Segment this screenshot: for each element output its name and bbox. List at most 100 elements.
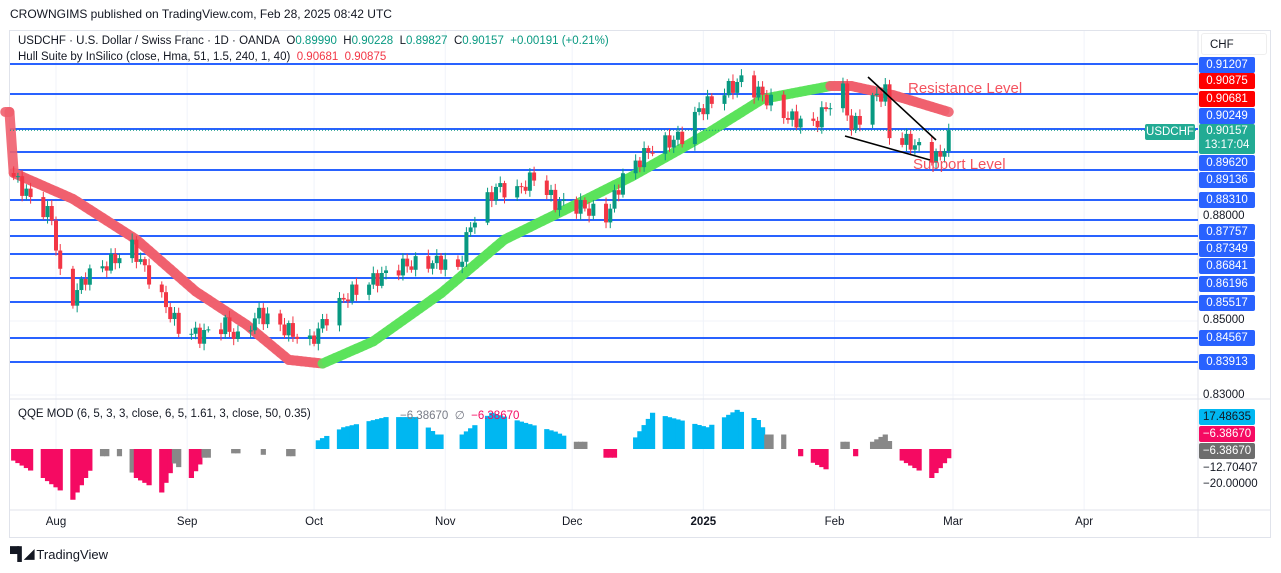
candle-body (642, 148, 647, 168)
qqe-histogram-bar (679, 420, 685, 449)
time-axis-label: Mar (943, 516, 963, 528)
candle-body (620, 173, 625, 195)
candle-body (439, 255, 444, 270)
candle-body (929, 142, 934, 163)
qqe-histogram-bar (874, 439, 880, 449)
currency-button[interactable]: CHF (1201, 33, 1267, 55)
candle-body (828, 108, 833, 110)
candle-body (904, 133, 909, 145)
qqe-histogram-bar (946, 449, 952, 459)
trend-line-lower[interactable] (844, 135, 931, 161)
qqe-histogram-bar (721, 417, 728, 449)
candle-body (324, 319, 329, 326)
resistance-annotation[interactable]: Resistance Level (908, 80, 1023, 97)
close-label: C (453, 35, 463, 47)
candle-body (680, 131, 685, 145)
candle-body (345, 299, 350, 302)
candle-body (193, 327, 198, 334)
candle-body (49, 206, 54, 221)
candle-body (794, 111, 799, 128)
candle-body (549, 189, 554, 195)
candle-body (845, 83, 850, 116)
qqe-histogram-bar (315, 440, 321, 449)
qqe-histogram-bar (15, 449, 21, 464)
candle-body (722, 95, 727, 104)
candle-body (781, 94, 786, 119)
qqe-histogram-bar (379, 418, 385, 449)
hull-label[interactable]: Hull Suite by InSilico (close, Hma, 51, … (18, 51, 291, 63)
candle-body (134, 239, 139, 262)
candle-body (138, 259, 143, 262)
candle-body (637, 160, 642, 168)
candle-body (409, 266, 414, 270)
qqe-histogram-bar (438, 434, 444, 449)
candle-body (430, 263, 435, 269)
qqe-histogram-bar (429, 431, 436, 449)
qqe-histogram-bar (556, 433, 563, 449)
qqe-label[interactable]: QQE MOD (6, 5, 3, 3, close, 6, 5, 1.61, … (18, 408, 311, 420)
open-label: O (286, 35, 296, 47)
qqe-histogram-bar (899, 449, 905, 461)
candle-body (604, 203, 609, 223)
symbol-info[interactable]: USDCHF · U.S. Dollar / Swiss Franc · 1D … (18, 35, 280, 47)
trend-line-upper[interactable] (867, 76, 937, 141)
time-axis-label: Oct (305, 516, 324, 528)
qqe-histogram-bar (633, 437, 639, 449)
candle-body (908, 133, 913, 150)
qqe-histogram-bar (603, 449, 609, 458)
candle-body (468, 227, 473, 233)
qqe-histogram-bar (404, 417, 410, 449)
hull-band-segment (939, 105, 954, 117)
qqe-histogram-bar (290, 449, 296, 457)
hull-band-segment (4, 106, 19, 178)
qqe-histogram-bar (231, 449, 237, 454)
level-price-label: 0.86196 (1199, 276, 1255, 292)
current-price-label: 0.90157 13:17:04 (1199, 124, 1255, 154)
qqe-histogram-bar (374, 419, 381, 449)
low-value: 0.89827 (405, 35, 448, 47)
qqe-histogram-bar (319, 438, 326, 449)
candle-body (561, 199, 566, 202)
qqe-histogram-bar (142, 449, 148, 483)
qqe-histogram-bar (366, 421, 372, 449)
candle-body (265, 313, 270, 325)
candle-body (227, 317, 232, 332)
qqe-histogram-bar (235, 449, 241, 454)
qqe-histogram-bar (844, 441, 850, 449)
hull-value-1: 0.90681 (296, 51, 339, 63)
qqe-histogram-bar (28, 449, 34, 471)
qqe-histogram-bar (518, 421, 525, 449)
qqe-histogram-bar (798, 449, 804, 457)
candle-body (28, 188, 33, 198)
close-value: 0.90157 (462, 35, 504, 47)
level-price-label: 0.87757 (1199, 224, 1255, 240)
brand-logo[interactable]: ▀▌◢ TradingView (10, 546, 108, 562)
qqe-histogram-bar (40, 449, 46, 478)
price-tick: 0.83000 (1203, 389, 1245, 401)
qqe-histogram-bar (840, 441, 846, 449)
candle-body (261, 307, 266, 325)
candle-body (282, 324, 287, 336)
support-annotation[interactable]: Support Level (913, 156, 1006, 173)
candle-body (671, 139, 676, 148)
qqe-histogram-bar (493, 414, 499, 449)
qqe-axis-tick: −12.70407 (1203, 462, 1258, 474)
qqe-histogram-bar (573, 441, 580, 449)
qqe-histogram-bar (755, 420, 761, 449)
qqe-histogram-bar (552, 431, 558, 449)
candle-body (726, 80, 731, 96)
candle-body (113, 253, 118, 264)
candle-body (159, 284, 164, 293)
candle-body (824, 107, 829, 110)
candle-body (172, 312, 177, 320)
candle-body (235, 331, 240, 339)
qqe-histogram-bar (730, 412, 736, 449)
qqe-histogram-bar (768, 434, 774, 449)
candle-body (582, 199, 587, 209)
qqe-histogram-bar (57, 449, 63, 491)
candle-body (633, 160, 638, 174)
candle-body (286, 323, 291, 336)
candle-body (434, 255, 439, 264)
candle-body (934, 151, 939, 163)
